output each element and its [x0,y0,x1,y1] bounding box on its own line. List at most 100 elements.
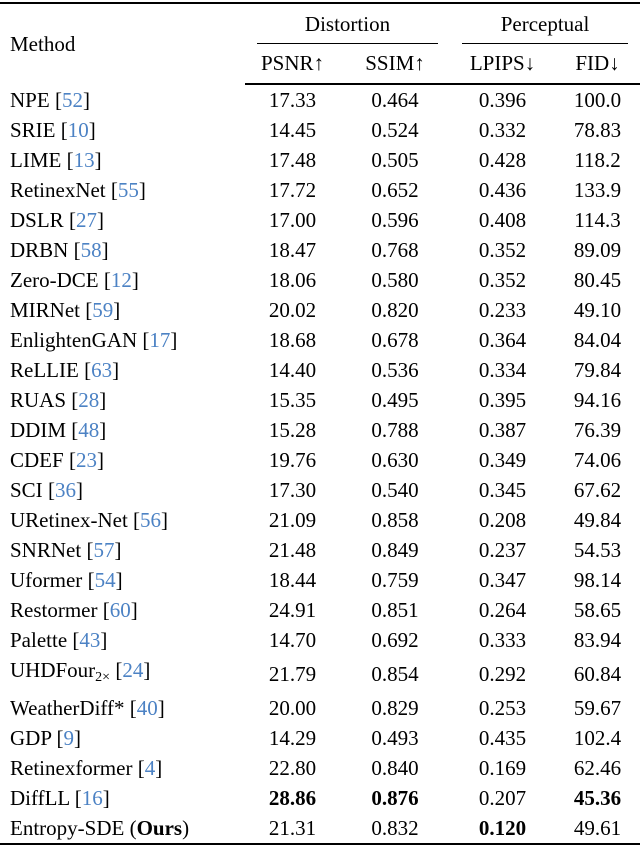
method-subscript: 2× [95,670,111,685]
psnr-value: 15.35 [268,388,317,412]
citation-number: 16 [81,786,103,810]
method-cell: RetinexNet [55] [0,175,245,205]
citation-number: 59 [92,298,114,322]
psnr-value: 17.72 [268,178,317,202]
method-name: Palette [10,628,68,652]
lpips-value: 0.333 [478,628,527,652]
citation-link[interactable]: [60] [97,598,138,622]
psnr-value: 14.70 [268,628,317,652]
lpips-value: 0.208 [478,508,527,532]
citation-link[interactable]: [4] [132,756,163,780]
method-name: SCI [10,478,43,502]
fid-value: 49.10 [573,298,622,322]
citation-link[interactable]: [55] [105,178,146,202]
method-cell: Restormer [60] [0,595,245,625]
lpips-value: 0.352 [478,268,527,292]
table-row: DRBN [58] 18.47 0.768 0.352 89.09 [0,235,640,265]
ssim-value: 0.829 [371,696,419,720]
method-cell: Zero-DCE [12] [0,265,245,295]
citation-link[interactable]: [63] [78,358,120,382]
citation-link[interactable]: [59] [80,298,121,322]
lpips-value: 0.233 [478,298,527,322]
citation-link[interactable]: [40] [124,696,165,720]
ssim-value: 0.858 [371,508,419,532]
method-cell: WeatherDiff* [40] [0,693,245,723]
citation-link[interactable]: [23] [63,448,104,472]
method-name: SRIE [10,118,56,142]
psnr-value: 21.31 [268,816,317,840]
citation-link[interactable]: [52] [49,87,90,112]
citation-link[interactable]: [27] [63,208,104,232]
psnr-value: 17.30 [268,478,317,502]
citation-number: 60 [109,598,131,622]
header-group-row: Method Distortion Perceptual [0,3,640,56]
method-name: Zero-DCE [10,268,99,292]
citation-link[interactable]: [56] [127,508,169,532]
citation-link[interactable]: [17] [137,328,178,352]
citation-link[interactable]: [58] [68,238,109,262]
fid-value: 76.39 [573,418,622,442]
table-body: NPE [52] 17.33 0.464 0.396 100.0 SRIE [10] 14.… [0,84,640,844]
psnr-value: 14.29 [268,726,317,750]
citation-number: 28 [78,388,100,412]
lpips-value: 0.352 [478,238,527,262]
lpips-value: 0.436 [478,178,527,202]
fid-value: 74.06 [573,448,622,472]
method-name: RetinexNet [10,178,106,202]
citation-link[interactable]: [43] [67,628,108,652]
ssim-value: 0.536 [371,358,419,382]
fid-value: 58.65 [573,598,622,622]
table-row: Entropy-SDE (Ours) 21.31 0.832 0.120 49.61 [0,813,640,844]
lpips-value: 0.253 [478,696,527,720]
citation-number: 52 [61,87,83,112]
citation-link[interactable]: [13] [61,148,102,172]
citation-link[interactable]: [28] [66,388,107,412]
psnr-value: 20.00 [268,696,317,720]
psnr-value: 14.45 [268,118,317,142]
lpips-value: 0.428 [478,148,527,172]
citation-link[interactable]: [36] [42,478,83,502]
fid-value: 45.36 [573,786,622,810]
citation-number: 48 [78,418,100,442]
psnr-value: 24.91 [268,598,317,622]
fid-value: 83.94 [573,628,622,652]
citation-number: 58 [80,238,102,262]
citation-link[interactable]: [48] [66,418,107,442]
method-name: ReLLIE [10,358,79,382]
fid-value: 80.45 [573,268,622,292]
method-name: Entropy-SDE ( [10,816,137,840]
table-row: NPE [52] 17.33 0.464 0.396 100.0 [0,84,640,115]
citation-number: 57 [93,538,115,562]
method-name: Ours [136,816,183,840]
citation-number: 43 [79,628,101,652]
method-name: GDP [10,726,52,750]
table-row: Restormer [60] 24.91 0.851 0.264 58.65 [0,595,640,625]
method-cell: MIRNet [59] [0,295,245,325]
citation-number: 10 [67,118,89,142]
table-row: Palette [43] 14.70 0.692 0.333 83.94 [0,625,640,655]
citation-number: 27 [75,208,97,232]
table-header: Method Distortion Perceptual PSNR↑ SSIM↑… [0,3,640,85]
citation-link[interactable]: [16] [69,786,110,810]
fid-value: 84.04 [573,328,622,352]
ssim-value: 0.832 [371,816,419,840]
table-row: Retinexformer [4] 22.80 0.840 0.169 62.46 [0,753,640,783]
citation-link[interactable]: [10] [55,118,96,142]
citation-number: 56 [140,508,162,532]
col-header-fid: FID↓ [555,44,640,85]
citation-link[interactable]: [54] [82,568,123,592]
psnr-value: 17.33 [268,88,317,112]
lpips-value: 0.334 [478,358,527,382]
fid-value: 78.83 [573,118,622,142]
method-cell: EnlightenGAN [17] [0,325,245,355]
citation-number: 55 [117,178,139,202]
lpips-value: 0.408 [478,208,527,232]
ssim-value: 0.505 [371,148,419,172]
table-row: SNRNet [57] 21.48 0.849 0.237 54.53 [0,535,640,565]
citation-link[interactable]: [24] [110,658,151,682]
psnr-value: 18.06 [268,268,317,292]
citation-link[interactable]: [9] [51,726,81,750]
citation-link[interactable]: [57] [81,538,122,562]
table-row: Uformer [54] 18.44 0.759 0.347 98.14 [0,565,640,595]
citation-link[interactable]: [12] [98,268,139,292]
